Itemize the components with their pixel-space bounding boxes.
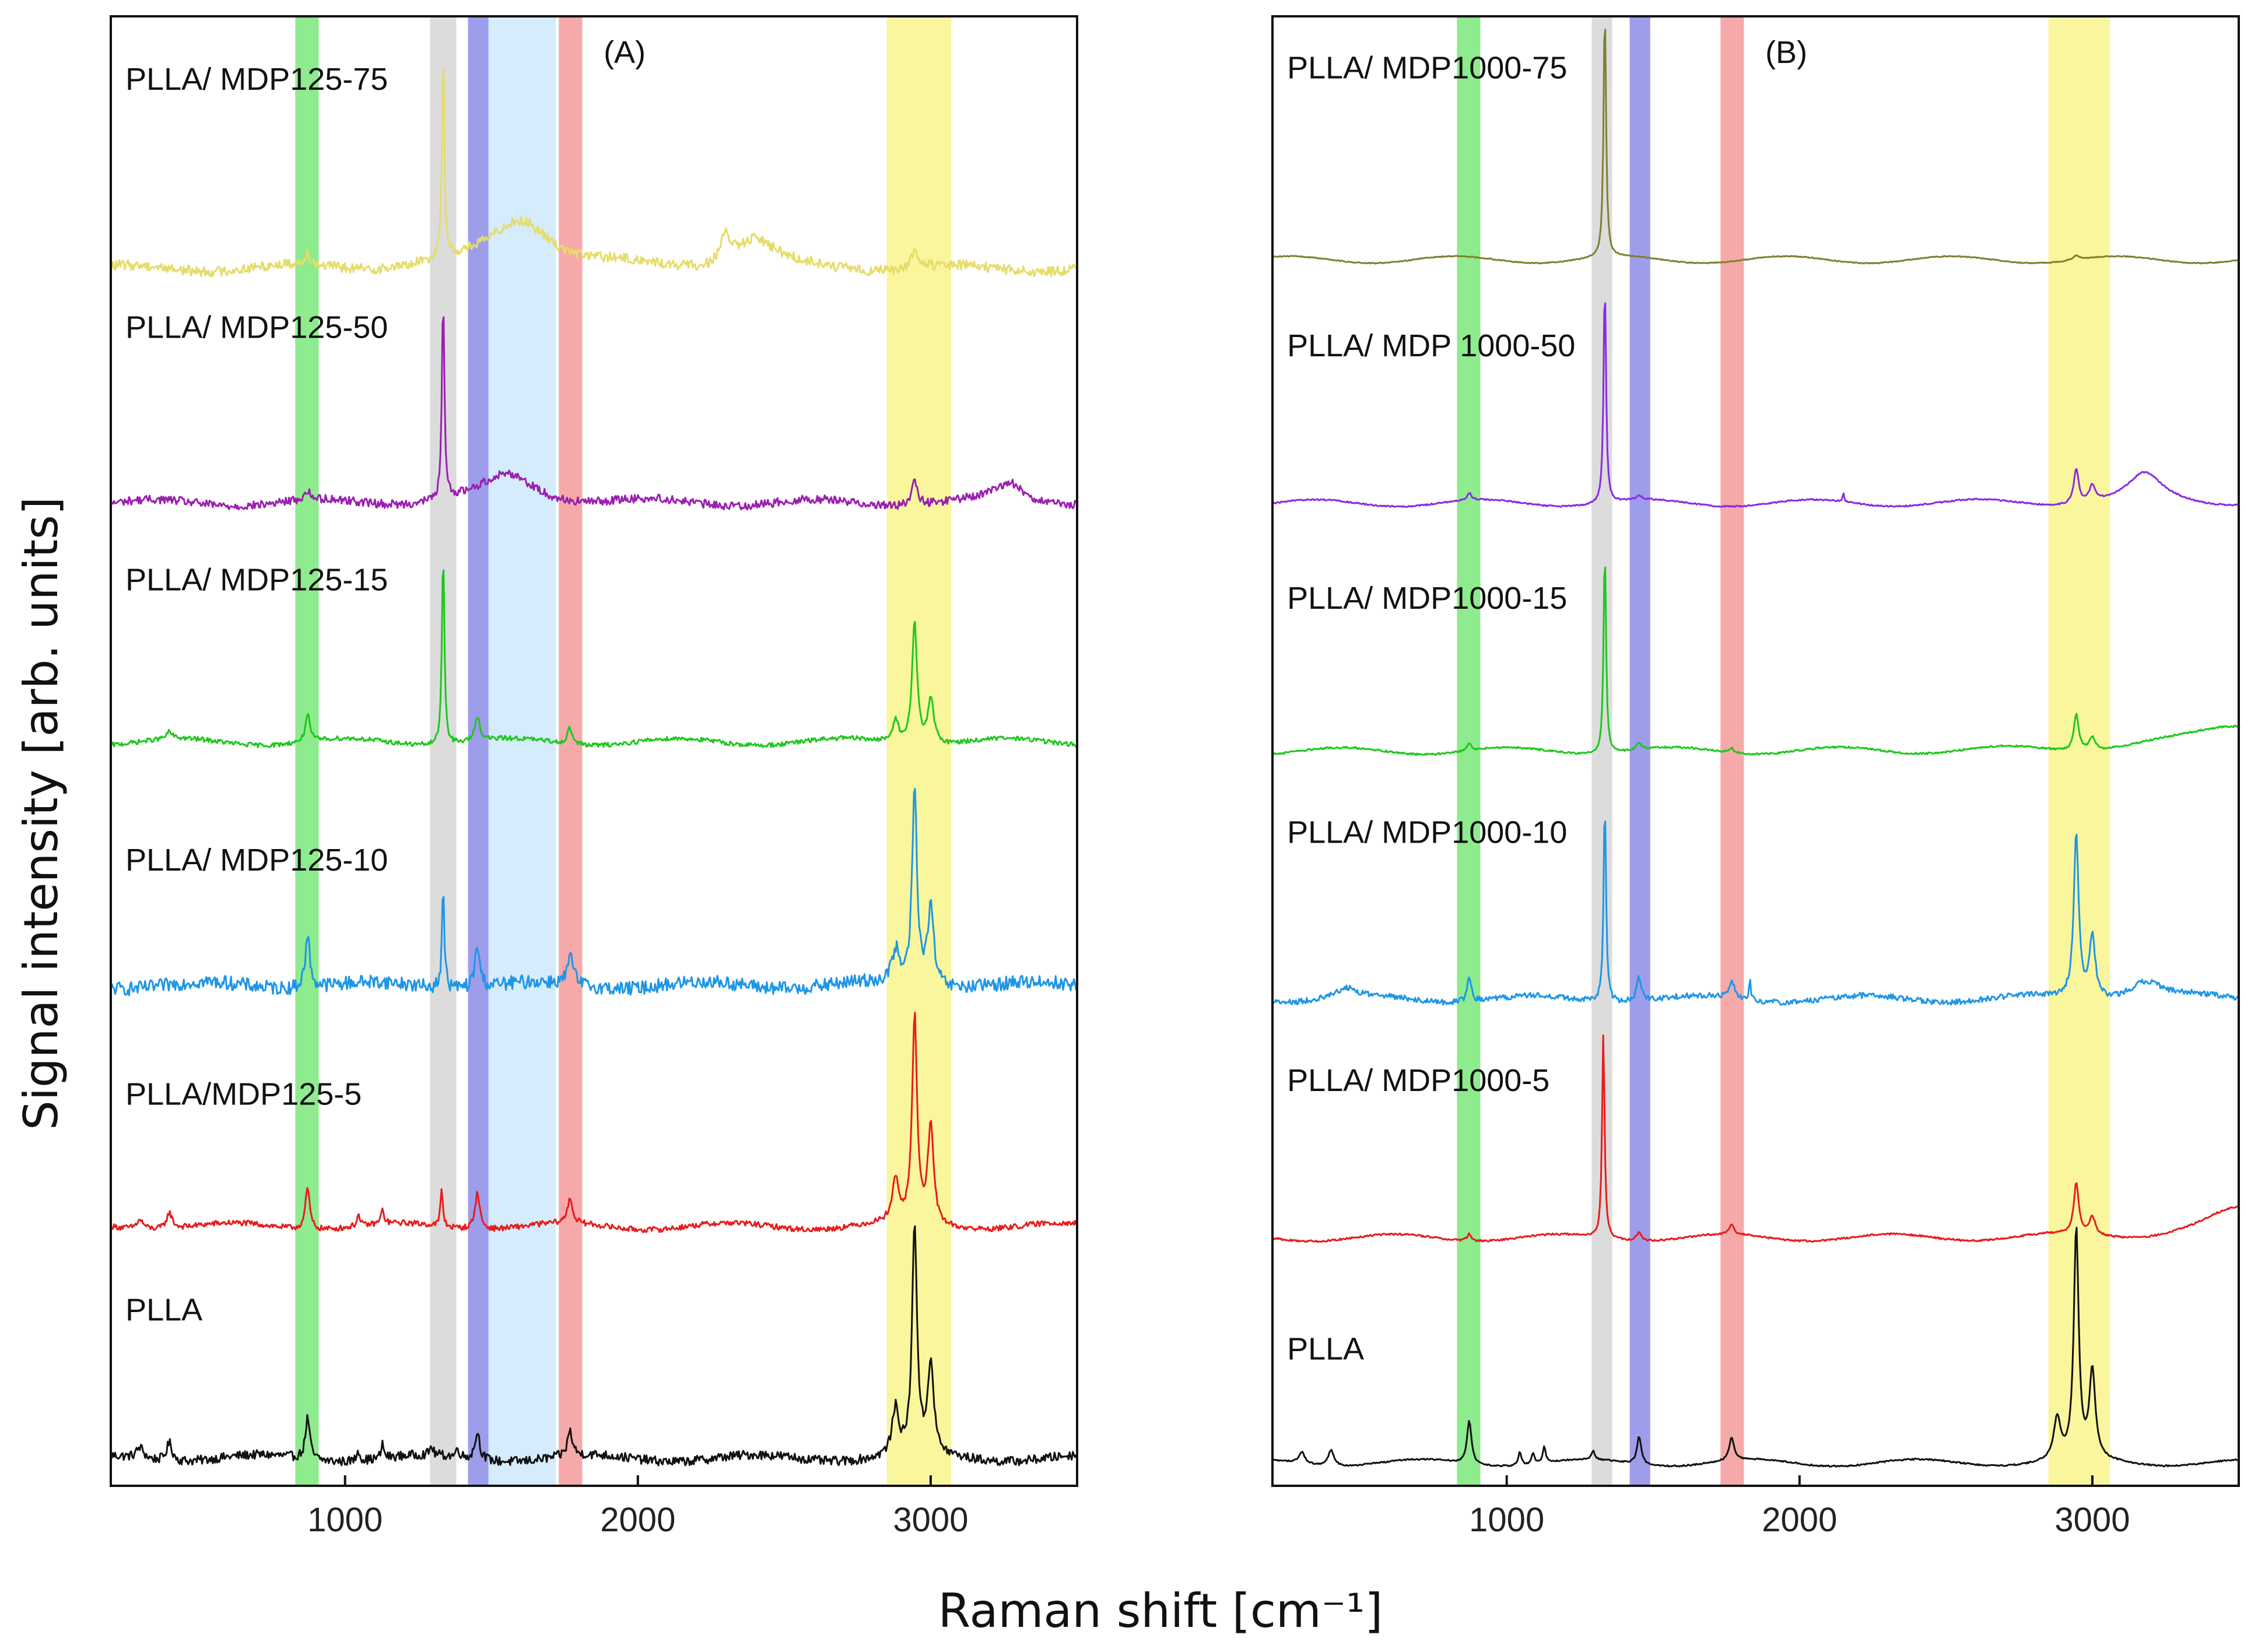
x-tick-label: 3000 [893, 1501, 968, 1539]
highlight-band-2 [1591, 16, 1612, 1486]
x-tick-label: 2000 [600, 1501, 675, 1539]
x-tick-label: 3000 [2054, 1501, 2130, 1539]
spectrum-plla-mdp1000-15 [1272, 566, 2239, 756]
highlight-band-6 [886, 16, 952, 1486]
series-label: PLLA/ MDP125-10 [125, 843, 388, 878]
x-tick-label: 1000 [307, 1501, 383, 1539]
series-label: PLLA/ MDP125-15 [125, 562, 388, 597]
spectrum-plla-mdp125-10 [110, 788, 1078, 997]
spectrum-plla-mdp1000-10 [1272, 820, 2240, 1006]
series-label: PLLA/ MDP 1000-50 [1287, 328, 1575, 363]
spectrum-plla-mdp125-15 [110, 569, 1078, 749]
panel-label: (B) [1765, 35, 1807, 70]
x-tick-label: 1000 [1469, 1501, 1544, 1539]
series-label: PLLA [1287, 1331, 1364, 1366]
highlight-band-5 [2048, 16, 2110, 1486]
highlight-band-4 [488, 16, 556, 1486]
series-label: PLLA/ MDP125-75 [125, 62, 388, 97]
spectrum-plla-mdp1000-75 [1272, 29, 2239, 265]
x-tick-label: 2000 [1762, 1501, 1837, 1539]
panel-b: PLLA PLLA/ MDP1000-5 PLLA/ MDP1000-10 PLLA/… [1271, 15, 2240, 1539]
series-label: PLLA/ MDP1000-15 [1287, 581, 1567, 616]
plot-frame [110, 15, 1078, 1487]
spectrum-plla-mdp125-75 [110, 68, 1078, 278]
series-label: PLLA/MDP125-5 [125, 1076, 362, 1111]
series-label: PLLA/ MDP1000-5 [1287, 1063, 1549, 1098]
spectrum-plla-mdp1000-5 [1272, 1034, 2240, 1243]
spectrum-plla-mdp-1000-50 [1271, 302, 2239, 508]
series-label: PLLA [125, 1293, 202, 1328]
spectrum-plla-mdp125-5 [110, 1012, 1078, 1233]
spectrum-plla [1272, 1226, 2239, 1468]
spectrum-plla-mdp125-50 [110, 316, 1078, 511]
series-label: PLLA/ MDP1000-10 [1287, 815, 1567, 850]
panel-label: (A) [604, 35, 646, 70]
series-label: PLLA/ MDP125-50 [125, 310, 388, 345]
highlight-band-5 [559, 16, 583, 1486]
highlight-band-3 [468, 16, 489, 1486]
highlight-band-2 [430, 16, 457, 1486]
panel-a: PLLA PLLA/MDP125-5 PLLA/ MDP125-10 PLLA/ MD… [110, 15, 1078, 1539]
highlight-band-3 [1629, 16, 1650, 1486]
spectrum-plla [110, 1225, 1078, 1467]
plot-frame [1271, 15, 2240, 1487]
series-label: PLLA/ MDP1000-75 [1287, 50, 1567, 85]
x-axis-label: Raman shift [cm⁻¹] [938, 1584, 1383, 1638]
y-axis-label: Signal intensity [arb. units] [14, 497, 68, 1130]
highlight-band-1 [295, 16, 319, 1486]
